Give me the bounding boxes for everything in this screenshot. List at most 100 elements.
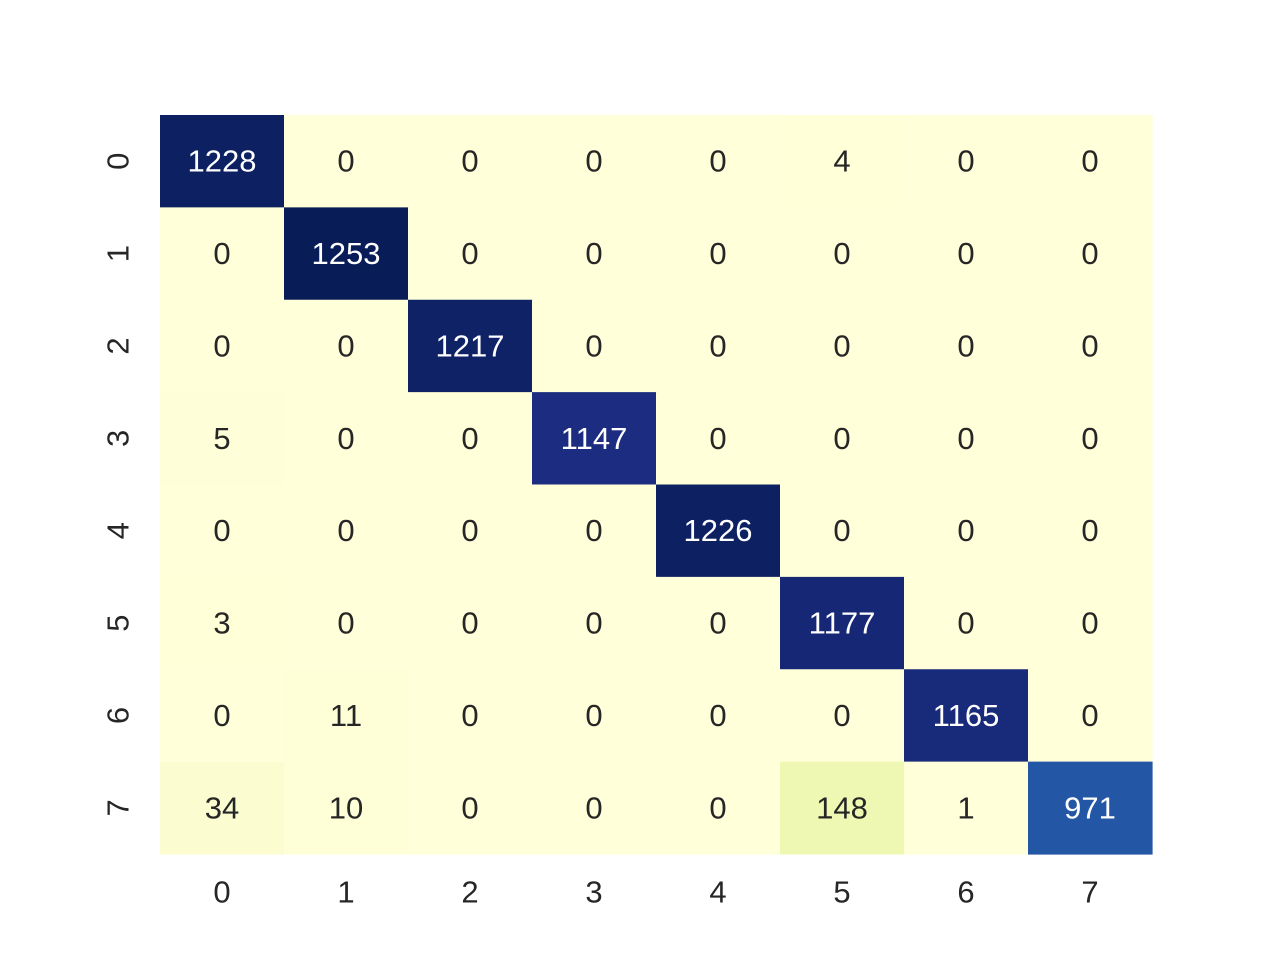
- heatmap-cell-0-1: [284, 115, 409, 208]
- cell-value-label-7-5: 148: [816, 790, 868, 825]
- cell-value-label-5-0: 3: [213, 606, 230, 641]
- cell-value-label-2-6: 0: [957, 328, 974, 363]
- y-tick-label-6: 6: [101, 707, 136, 724]
- cell-value-label-2-0: 0: [213, 328, 230, 363]
- heatmap-cell-7-1: [284, 761, 409, 855]
- cell-value-label-6-3: 0: [585, 698, 602, 733]
- cell-value-label-0-4: 0: [709, 144, 726, 179]
- cell-value-label-2-7: 0: [1081, 328, 1098, 363]
- heatmap-cell-7-7: [1028, 761, 1153, 855]
- cell-value-label-3-0: 5: [213, 421, 230, 456]
- heatmap-cell-2-6: [904, 299, 1029, 393]
- heatmap-cell-5-0: [160, 576, 285, 670]
- cell-value-label-1-0: 0: [213, 236, 230, 271]
- heatmap-cell-1-4: [656, 207, 781, 301]
- heatmap-cell-3-6: [904, 392, 1029, 486]
- heatmap-cell-5-4: [656, 576, 781, 670]
- cell-value-label-4-6: 0: [957, 513, 974, 548]
- cell-value-label-3-2: 0: [461, 421, 478, 456]
- y-tick-label-2: 2: [101, 337, 136, 354]
- x-tick-label-3: 3: [585, 875, 602, 910]
- heatmap-cell-4-5: [780, 484, 905, 578]
- heatmap-cell-1-0: [160, 207, 285, 301]
- heatmap-cells: 1228 0 0 0 0 4 0 0 0 1253 0 0 0 0 0 0 0 0 1217 0 0 0 0 0 5 0 0 1147…: [160, 115, 1153, 855]
- heatmap-cell-5-5: [780, 576, 905, 670]
- x-tick-label-6: 6: [957, 875, 974, 910]
- heatmap-cell-1-5: [780, 207, 905, 301]
- cell-value-label-4-1: 0: [337, 513, 354, 548]
- heatmap-cell-4-7: [1028, 484, 1153, 578]
- cell-value-label-5-7: 0: [1081, 606, 1098, 641]
- heatmap-cell-2-2: [408, 299, 533, 393]
- heatmap-cell-1-7: [1028, 207, 1153, 301]
- cell-value-label-1-4: 0: [709, 236, 726, 271]
- cell-value-label-5-6: 0: [957, 606, 974, 641]
- x-tick-label-5: 5: [833, 875, 850, 910]
- heatmap-cell-0-7: [1028, 115, 1153, 208]
- x-tick-label-4: 4: [709, 875, 726, 910]
- cell-value-label-1-6: 0: [957, 236, 974, 271]
- heatmap-cell-7-0: [160, 761, 285, 855]
- heatmap-cell-2-4: [656, 299, 781, 393]
- cell-value-label-5-1: 0: [337, 606, 354, 641]
- cell-value-label-4-3: 0: [585, 513, 602, 548]
- cell-value-label-0-6: 0: [957, 144, 974, 179]
- heatmap-cell-0-2: [408, 115, 533, 208]
- cell-value-label-3-3: 1147: [561, 421, 628, 456]
- cell-value-label-6-1: 11: [330, 698, 362, 733]
- heatmap-cell-6-4: [656, 669, 781, 763]
- cell-value-label-6-4: 0: [709, 698, 726, 733]
- heatmap-cell-4-3: [532, 484, 657, 578]
- cell-value-label-6-0: 0: [213, 698, 230, 733]
- heatmap-cell-5-2: [408, 576, 533, 670]
- cell-value-label-7-3: 0: [585, 790, 602, 825]
- cell-value-label-0-3: 0: [585, 144, 602, 179]
- heatmap-cell-5-1: [284, 576, 409, 670]
- heatmap-cell-3-0: [160, 392, 285, 486]
- cell-value-label-3-4: 0: [709, 421, 726, 456]
- heatmap-cell-0-5: [780, 115, 905, 208]
- heatmap-cell-1-6: [904, 207, 1029, 301]
- cell-value-label-3-1: 0: [337, 421, 354, 456]
- heatmap-cell-2-7: [1028, 299, 1153, 393]
- heatmap-cell-0-4: [656, 115, 781, 208]
- cell-value-label-0-1: 0: [337, 144, 354, 179]
- cell-value-label-5-3: 0: [585, 606, 602, 641]
- heatmap-cell-6-3: [532, 669, 657, 763]
- heatmap-cell-6-1: [284, 669, 409, 763]
- heatmap-cell-6-2: [408, 669, 533, 763]
- cell-value-label-6-5: 0: [833, 698, 850, 733]
- heatmap-cell-0-6: [904, 115, 1029, 208]
- cell-value-label-5-4: 0: [709, 606, 726, 641]
- cell-value-label-6-7: 0: [1081, 698, 1098, 733]
- heatmap-cell-3-5: [780, 392, 905, 486]
- heatmap-cell-4-4: [656, 484, 781, 578]
- heatmap-cell-6-6: [904, 669, 1029, 763]
- y-tick-label-1: 1: [101, 245, 136, 262]
- heatmap-cell-7-5: [780, 761, 905, 855]
- x-tick-label-2: 2: [461, 875, 478, 910]
- x-tick-label-1: 1: [337, 875, 354, 910]
- heatmap-cell-7-2: [408, 761, 533, 855]
- heatmap-cell-2-5: [780, 299, 905, 393]
- heatmap-cell-0-3: [532, 115, 657, 208]
- y-axis-ticks: 0 1 2 3 4 5 6 7: [101, 153, 136, 817]
- cell-value-label-2-1: 0: [337, 328, 354, 363]
- cell-value-label-2-4: 0: [709, 328, 726, 363]
- heatmap-cell-6-7: [1028, 669, 1153, 763]
- heatmap-cell-3-2: [408, 392, 533, 486]
- heatmap-cell-2-1: [284, 299, 409, 393]
- heatmap-cell-3-4: [656, 392, 781, 486]
- heatmap-cell-5-6: [904, 576, 1029, 670]
- cell-value-label-4-0: 0: [213, 513, 230, 548]
- cell-value-label-2-2: 1217: [436, 328, 505, 363]
- cell-value-label-4-4: 1226: [684, 513, 753, 548]
- cell-value-label-0-5: 4: [833, 144, 850, 179]
- y-tick-label-7: 7: [101, 799, 136, 816]
- cell-value-label-5-5: 1177: [809, 606, 876, 641]
- y-tick-label-0: 0: [101, 153, 136, 170]
- cell-value-label-1-1: 1253: [312, 236, 381, 271]
- heatmap-cell-4-2: [408, 484, 533, 578]
- cell-value-label-3-5: 0: [833, 421, 850, 456]
